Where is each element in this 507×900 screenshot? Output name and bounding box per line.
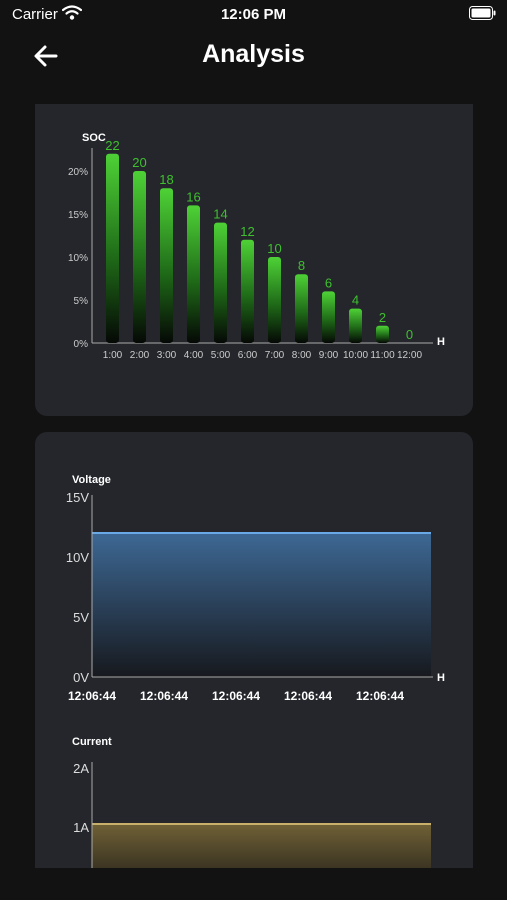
voltage-chart-title: Voltage xyxy=(72,474,111,486)
soc-value-label: 16 xyxy=(186,189,200,204)
voltage-y-tick: 0V xyxy=(73,670,89,685)
voltage-current-card: Voltage H 0V 5V 10V 15V 12:06:44 12:06:44 12:… xyxy=(35,432,473,868)
soc-x-tick: 6:00 xyxy=(238,350,258,361)
soc-bar xyxy=(295,274,308,343)
battery-icon xyxy=(469,6,496,20)
soc-y-tick: 10% xyxy=(68,253,88,264)
soc-bar xyxy=(268,257,281,343)
soc-x-tick: 2:00 xyxy=(130,350,150,361)
soc-bar xyxy=(349,308,362,343)
voltage-area xyxy=(92,533,431,677)
soc-bar xyxy=(214,222,227,343)
soc-value-label: 20 xyxy=(132,155,146,170)
carrier-label: Carrier xyxy=(12,6,58,23)
soc-y-tick: 15% xyxy=(68,210,88,221)
voltage-y-tick: 5V xyxy=(73,610,89,625)
soc-x-tick: 7:00 xyxy=(265,350,285,361)
voltage-y-tick: 10V xyxy=(66,550,89,565)
voltage-x-unit-label: H xyxy=(437,672,445,684)
voltage-x-tick: 12:06:44 xyxy=(212,689,260,703)
soc-y-tick: 5% xyxy=(74,296,89,307)
soc-bar xyxy=(133,171,146,343)
soc-x-unit-label: H xyxy=(437,336,445,348)
voltage-x-tick: 12:06:44 xyxy=(140,689,188,703)
soc-bar xyxy=(160,188,173,343)
soc-y-tick: 0% xyxy=(74,339,89,350)
soc-value-label: 12 xyxy=(240,224,254,239)
soc-x-tick: 11:00 xyxy=(370,350,395,361)
soc-value-label: 14 xyxy=(213,207,227,222)
voltage-x-tick: 12:06:44 xyxy=(284,689,332,703)
soc-bar xyxy=(106,153,119,343)
voltage-y-tick: 15V xyxy=(66,490,89,505)
back-arrow-icon[interactable] xyxy=(30,40,62,72)
soc-bar-chart: SOC H 0%5%10%15%20% 2220181614121086420 … xyxy=(68,132,445,361)
current-y-ticks: 1A 2A xyxy=(73,761,89,835)
voltage-x-tick: 12:06:44 xyxy=(68,689,116,703)
wifi-icon xyxy=(62,5,82,20)
soc-x-tick: 9:00 xyxy=(319,350,339,361)
status-time: 12:06 PM xyxy=(220,6,287,23)
soc-value-label: 2 xyxy=(379,310,386,325)
current-y-tick: 1A xyxy=(73,820,89,835)
soc-value-label: 10 xyxy=(267,241,281,256)
voltage-x-ticks: 12:06:44 12:06:44 12:06:44 12:06:44 12:06:44 xyxy=(68,689,404,703)
soc-x-tick: 5:00 xyxy=(211,350,231,361)
nav-bar: Analysis xyxy=(0,30,507,80)
soc-y-tick: 20% xyxy=(68,167,88,178)
soc-x-tick: 4:00 xyxy=(184,350,204,361)
soc-value-label: 6 xyxy=(325,275,332,290)
soc-x-ticks: 1:00 2:00 3:00 4:00 5:00 6:00 7:00 8:00 9:00 10:0… xyxy=(103,350,423,361)
soc-x-tick: 8:00 xyxy=(292,350,312,361)
page-title: Analysis xyxy=(202,40,305,68)
status-bar: Carrier 12:06 PM xyxy=(0,0,507,30)
soc-x-tick: 3:00 xyxy=(157,350,177,361)
soc-bar xyxy=(376,325,389,343)
soc-value-label: 0 xyxy=(406,327,413,342)
soc-x-tick: 12:00 xyxy=(397,350,422,361)
soc-value-label: 8 xyxy=(298,258,305,273)
current-y-tick: 2A xyxy=(73,761,89,776)
voltage-x-tick: 12:06:44 xyxy=(356,689,404,703)
soc-bar xyxy=(322,291,335,343)
soc-axis-label: SOC xyxy=(82,132,106,144)
soc-value-label: 22 xyxy=(105,138,119,153)
soc-x-tick: 10:00 xyxy=(343,350,368,361)
current-chart-title: Current xyxy=(72,736,112,748)
soc-bars xyxy=(106,153,389,343)
soc-bar xyxy=(187,205,200,343)
soc-x-tick: 1:00 xyxy=(103,350,123,361)
soc-y-ticks: 0% 5% 10% 15% 20% xyxy=(68,167,88,350)
soc-value-label: 4 xyxy=(352,293,359,308)
current-area xyxy=(92,824,431,868)
soc-value-label: 18 xyxy=(159,172,173,187)
soc-bar xyxy=(241,239,254,343)
voltage-y-ticks: 0V 5V 10V 15V xyxy=(66,490,89,685)
soc-chart-card: SOC H 0% 5% 10% 15% 20% 22 20 18 16 14 12 10 8 6 4 2 0 … xyxy=(35,104,473,416)
